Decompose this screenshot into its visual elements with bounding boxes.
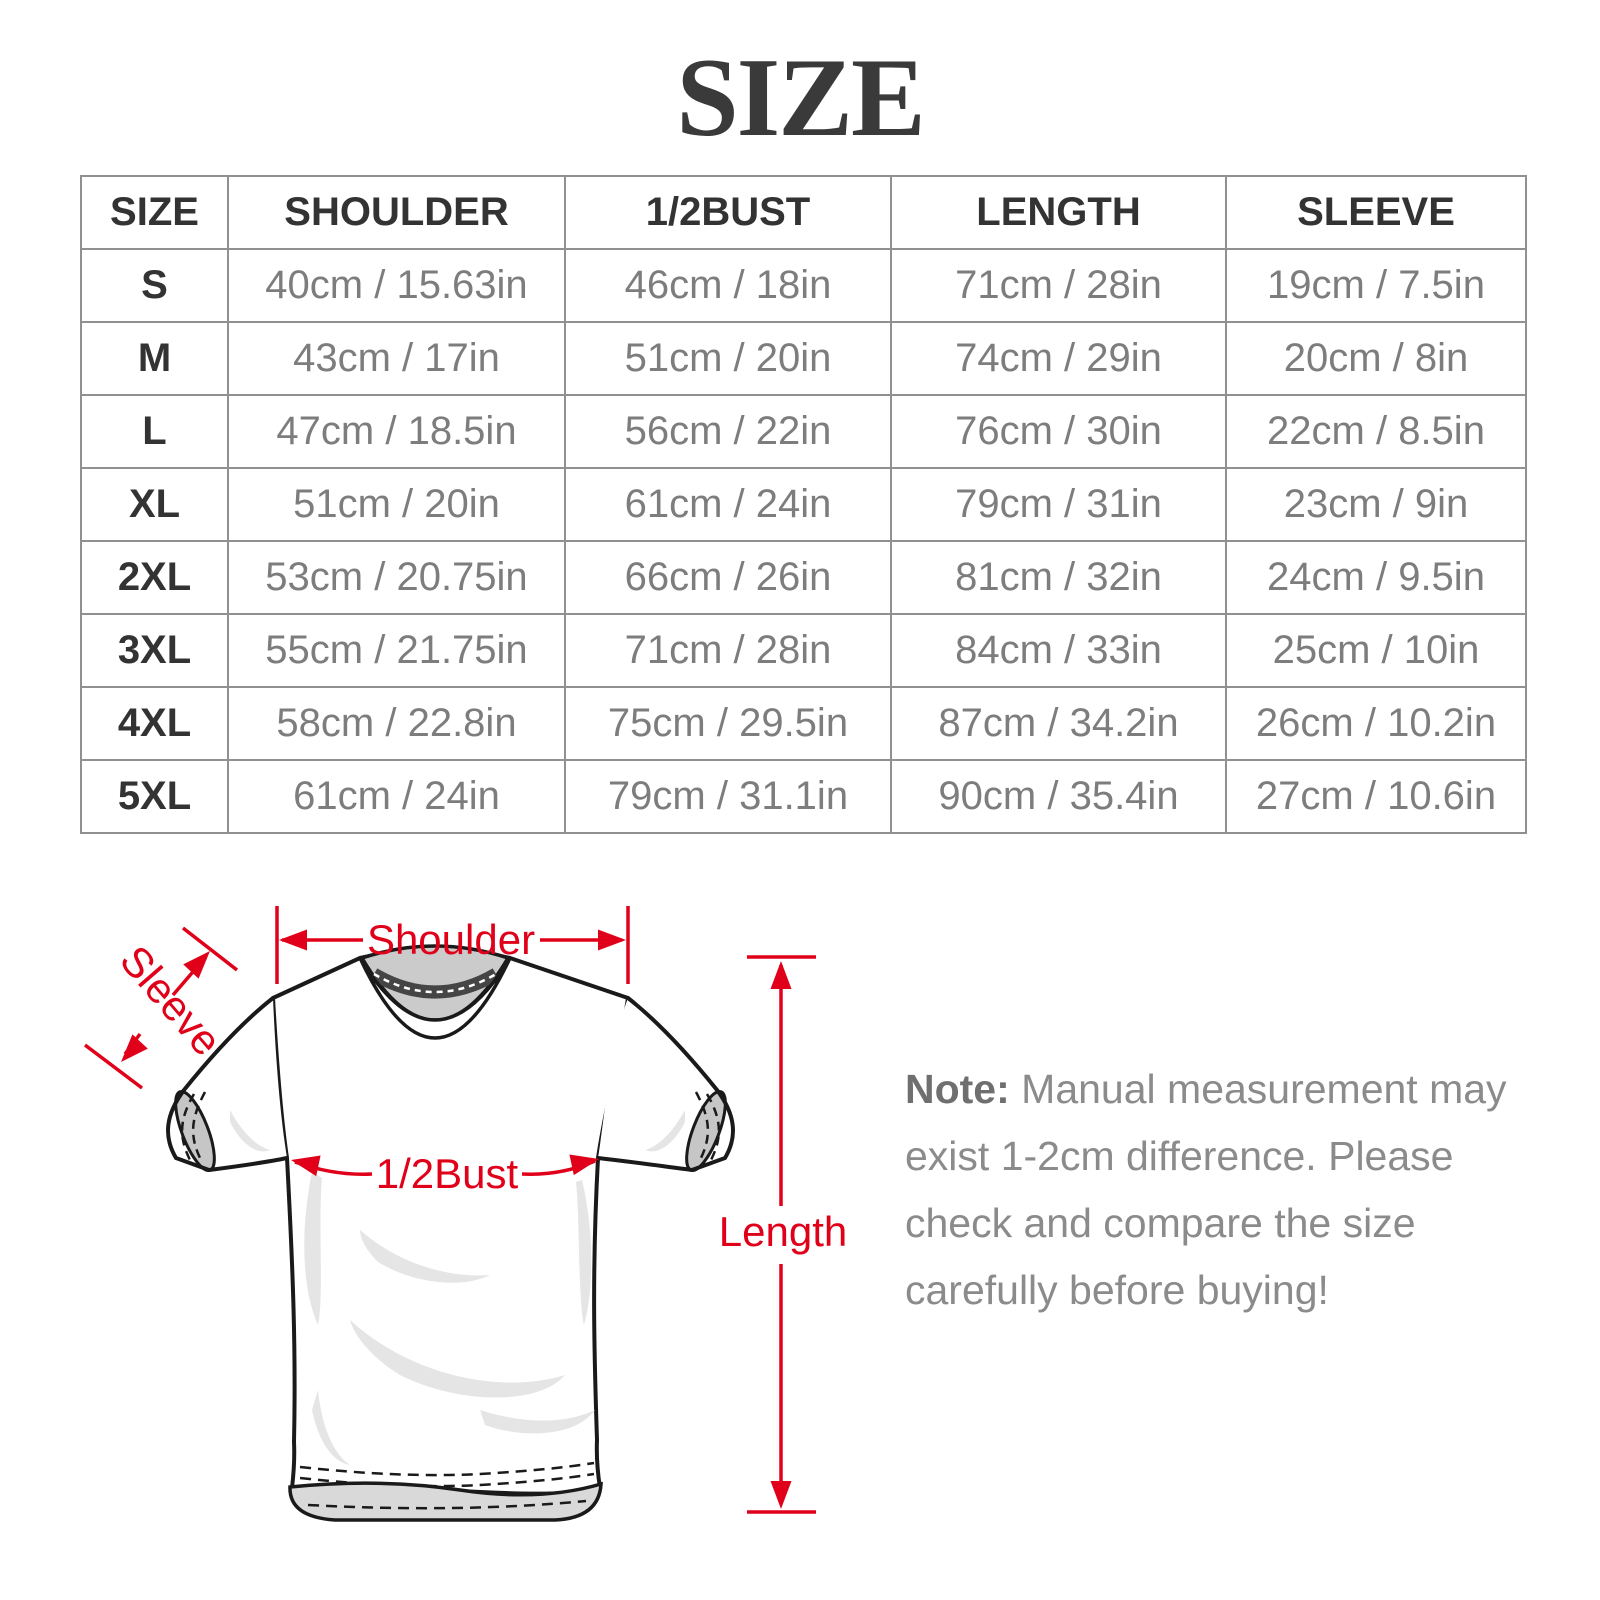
sleeve-value: 19cm / 7.5in — [1225, 248, 1527, 323]
right-sleeve-outline — [596, 996, 735, 1173]
shoulder-value: 43cm / 17in — [227, 321, 566, 396]
table-row: 3XL 55cm / 21.75in 71cm / 28in 84cm / 33… — [80, 613, 1527, 688]
sleeve-value: 27cm / 10.6in — [1225, 759, 1527, 834]
right-cuff-stitches — [694, 1091, 721, 1161]
table-row: 4XL 58cm / 22.8in 75cm / 29.5in 87cm / 3… — [80, 686, 1527, 761]
fabric-wrinkles — [304, 1172, 595, 1465]
length-value: 76cm / 30in — [890, 394, 1227, 469]
shoulder-value: 40cm / 15.63in — [227, 248, 566, 323]
sleeve-value: 23cm / 9in — [1225, 467, 1527, 542]
col-header-length: LENGTH — [890, 175, 1227, 250]
length-value: 90cm / 35.4in — [890, 759, 1227, 834]
hem-band — [288, 1481, 603, 1522]
tshirt-illustration — [166, 944, 735, 1522]
note-label: Note: — [905, 1066, 1010, 1112]
shoulder-right-arrowhead — [598, 929, 626, 951]
shoulder-left-arrowhead — [279, 929, 307, 951]
note-line: exist 1-2cm difference. Please — [905, 1133, 1454, 1179]
size-label: 3XL — [80, 613, 229, 688]
size-label: 5XL — [80, 759, 229, 834]
bust-value: 66cm / 26in — [564, 540, 892, 615]
hem-stitches — [299, 1461, 595, 1488]
hem-band-stitch — [307, 1499, 587, 1510]
sleeve-upper-tick — [181, 926, 239, 972]
table-row: L 47cm / 18.5in 56cm / 22in 76cm / 30in … — [80, 394, 1527, 469]
shoulder-value: 53cm / 20.75in — [227, 540, 566, 615]
bust-left-arrowhead — [291, 1155, 321, 1177]
bust-value: 79cm / 31.1in — [564, 759, 892, 834]
shoulder-value: 51cm / 20in — [227, 467, 566, 542]
bust-annotation: 1/2Bust — [291, 1150, 599, 1197]
left-cuff-stitches — [180, 1091, 207, 1161]
shoulder-label: Shoulder — [367, 916, 535, 963]
col-header-size: SIZE — [80, 175, 229, 250]
col-header-shoulder: SHOULDER — [227, 175, 566, 250]
table-row: XL 51cm / 20in 61cm / 24in 79cm / 31in 2… — [80, 467, 1527, 542]
table-row: S 40cm / 15.63in 46cm / 18in 71cm / 28in… — [80, 248, 1527, 323]
size-label: 2XL — [80, 540, 229, 615]
size-table: SIZE SHOULDER 1/2BUST LENGTH SLEEVE S 40… — [80, 175, 1527, 834]
size-label: 4XL — [80, 686, 229, 761]
measurement-note: Note: Manual measurement may exist 1-2cm… — [905, 1056, 1545, 1324]
bust-value: 46cm / 18in — [564, 248, 892, 323]
length-up-arrowhead — [770, 961, 792, 989]
collar-tape-stitch — [373, 972, 497, 994]
length-value: 74cm / 29in — [890, 321, 1227, 396]
shoulder-value: 55cm / 21.75in — [227, 613, 566, 688]
bust-value: 51cm / 20in — [564, 321, 892, 396]
left-sleeve-shade — [230, 1110, 270, 1152]
length-down-arrowhead — [770, 1481, 792, 1509]
bust-right-arrowhead — [569, 1154, 599, 1176]
length-annotation: Length — [719, 955, 847, 1514]
sleeve-upper-arrowhead — [183, 951, 210, 979]
length-value: 71cm / 28in — [890, 248, 1227, 323]
shoulder-value: 61cm / 24in — [227, 759, 566, 834]
size-label: L — [80, 394, 229, 469]
size-label: S — [80, 248, 229, 323]
length-value: 81cm / 32in — [890, 540, 1227, 615]
table-row: 2XL 53cm / 20.75in 66cm / 26in 81cm / 32… — [80, 540, 1527, 615]
sleeve-value: 22cm / 8.5in — [1225, 394, 1527, 469]
length-value: 79cm / 31in — [890, 467, 1227, 542]
size-label: XL — [80, 467, 229, 542]
shoulder-value: 47cm / 18.5in — [227, 394, 566, 469]
sleeve-value: 20cm / 8in — [1225, 321, 1527, 396]
note-line: check and compare the size — [905, 1200, 1416, 1246]
col-header-bust: 1/2BUST — [564, 175, 892, 250]
shoulder-value: 58cm / 22.8in — [227, 686, 566, 761]
table-row: M 43cm / 17in 51cm / 20in 74cm / 29in 20… — [80, 321, 1527, 396]
note-line: carefully before buying! — [905, 1267, 1329, 1313]
sleeve-lower-arrowhead — [121, 1034, 148, 1062]
length-value: 84cm / 33in — [890, 613, 1227, 688]
bust-value: 75cm / 29.5in — [564, 686, 892, 761]
page-title: SIZE — [676, 36, 925, 160]
left-sleeve-outline — [166, 996, 289, 1173]
table-row: 5XL 61cm / 24in 79cm / 31.1in 90cm / 35.… — [80, 759, 1527, 834]
bust-value: 71cm / 28in — [564, 613, 892, 688]
length-value: 87cm / 34.2in — [890, 686, 1227, 761]
sleeve-value: 24cm / 9.5in — [1225, 540, 1527, 615]
tshirt-measurement-diagram: Shoulder Sleeve 1/2Bust — [83, 906, 847, 1522]
shoulder-annotation: Shoulder — [275, 906, 630, 984]
right-sleeve-shade — [645, 1110, 685, 1152]
length-label: Length — [719, 1208, 847, 1255]
col-header-sleeve: SLEEVE — [1225, 175, 1527, 250]
bust-value: 56cm / 22in — [564, 394, 892, 469]
sleeve-value: 25cm / 10in — [1225, 613, 1527, 688]
table-header-row: SIZE SHOULDER 1/2BUST LENGTH SLEEVE — [80, 175, 1527, 250]
collar-rib — [358, 957, 512, 1040]
sleeve-value: 26cm / 10.2in — [1225, 686, 1527, 761]
sleeve-lower-tick — [83, 1043, 144, 1090]
size-label: M — [80, 321, 229, 396]
bust-label: 1/2Bust — [376, 1150, 519, 1197]
bust-value: 61cm / 24in — [564, 467, 892, 542]
note-line: Note: Manual measurement may — [905, 1066, 1507, 1112]
